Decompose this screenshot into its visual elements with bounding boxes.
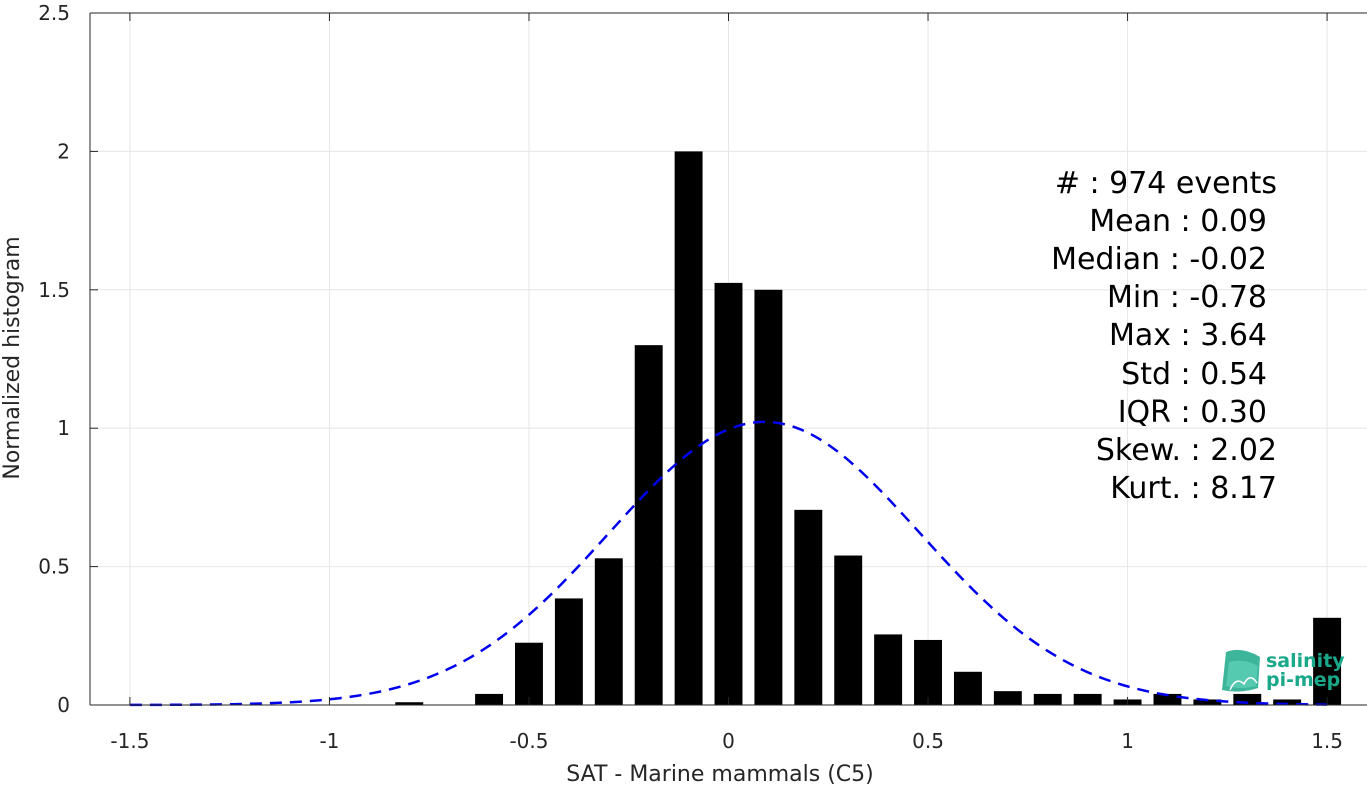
x-tick-label: -0.5: [509, 729, 548, 753]
y-tick-label: 0: [57, 693, 70, 717]
bars-layer: [395, 151, 1342, 705]
histogram-bar: [1193, 699, 1222, 705]
x-tick-label: 0.5: [912, 729, 944, 753]
stat-std: Std : 0.54: [1121, 357, 1267, 392]
stat-skew: Skew. : 2.02: [1096, 433, 1277, 468]
logo-text-pimep: pi-mep: [1266, 669, 1340, 691]
histogram-bar: [1153, 693, 1182, 705]
logo-wave-icon: [1222, 649, 1260, 692]
histogram-bar: [714, 282, 743, 705]
histogram-bar: [993, 691, 1022, 705]
gaussian-fit-curve: [129, 420, 1328, 707]
histogram-bar: [594, 558, 623, 705]
stat-min: Min : -0.78: [1107, 280, 1267, 315]
axes-layer: [89, 12, 1367, 706]
histogram-bar: [914, 639, 942, 705]
y-tick-label: 2: [57, 139, 70, 163]
y-tick-label: 0.5: [38, 555, 70, 579]
histogram-bar: [874, 634, 903, 705]
histogram-bar: [515, 642, 543, 705]
histogram-bar: [1073, 693, 1102, 705]
histogram-bar: [834, 555, 863, 705]
fit-curve-layer: [129, 420, 1328, 707]
histogram-bar: [1313, 617, 1342, 705]
x-tick-label: 0: [722, 729, 735, 753]
histogram-bar: [953, 671, 982, 705]
histogram-bar: [1273, 699, 1302, 705]
x-tick-label: 1: [1121, 729, 1134, 753]
stat-kurt: Kurt. : 8.17: [1110, 471, 1277, 506]
y-tick-label: 1.5: [38, 278, 70, 302]
histogram-bar: [634, 345, 663, 705]
y-tick-label: 1: [57, 416, 70, 440]
stat-count: # : 974 events: [1055, 166, 1277, 201]
x-tick-label: -1.5: [110, 729, 149, 753]
x-tick-label: -1: [319, 729, 339, 753]
histogram-bar: [674, 151, 703, 705]
y-tick-label: 2.5: [38, 1, 70, 25]
histogram-bar: [475, 693, 504, 705]
histogram-bar: [754, 289, 783, 705]
tick-labels-layer: -1.5 -1 -0.5 0 0.5 1 1.5 0 0.5 1 1.5 2 2.5: [38, 1, 1343, 753]
y-axis-label: Normalized histogram: [0, 236, 25, 479]
x-axis-label: SAT - Marine mammals (C5): [566, 762, 874, 785]
logo-text-salinity: salinity: [1266, 650, 1345, 672]
histogram-bar: [1233, 693, 1262, 705]
histogram-bar: [554, 598, 583, 705]
stat-median: Median : -0.02: [1051, 242, 1267, 277]
histogram-bar: [395, 702, 424, 705]
stats-annotation: # : 974 events Mean : 0.09 Median : -0.0…: [1051, 166, 1277, 506]
salinity-pimep-logo: salinity pi-mep: [1222, 649, 1345, 692]
stat-max: Max : 3.64: [1109, 318, 1267, 353]
histogram-bar: [794, 509, 823, 705]
x-tick-label: 1.5: [1311, 729, 1343, 753]
histogram-bar: [1033, 693, 1062, 705]
stat-mean: Mean : 0.09: [1089, 204, 1267, 239]
stat-iqr: IQR : 0.30: [1118, 395, 1267, 430]
